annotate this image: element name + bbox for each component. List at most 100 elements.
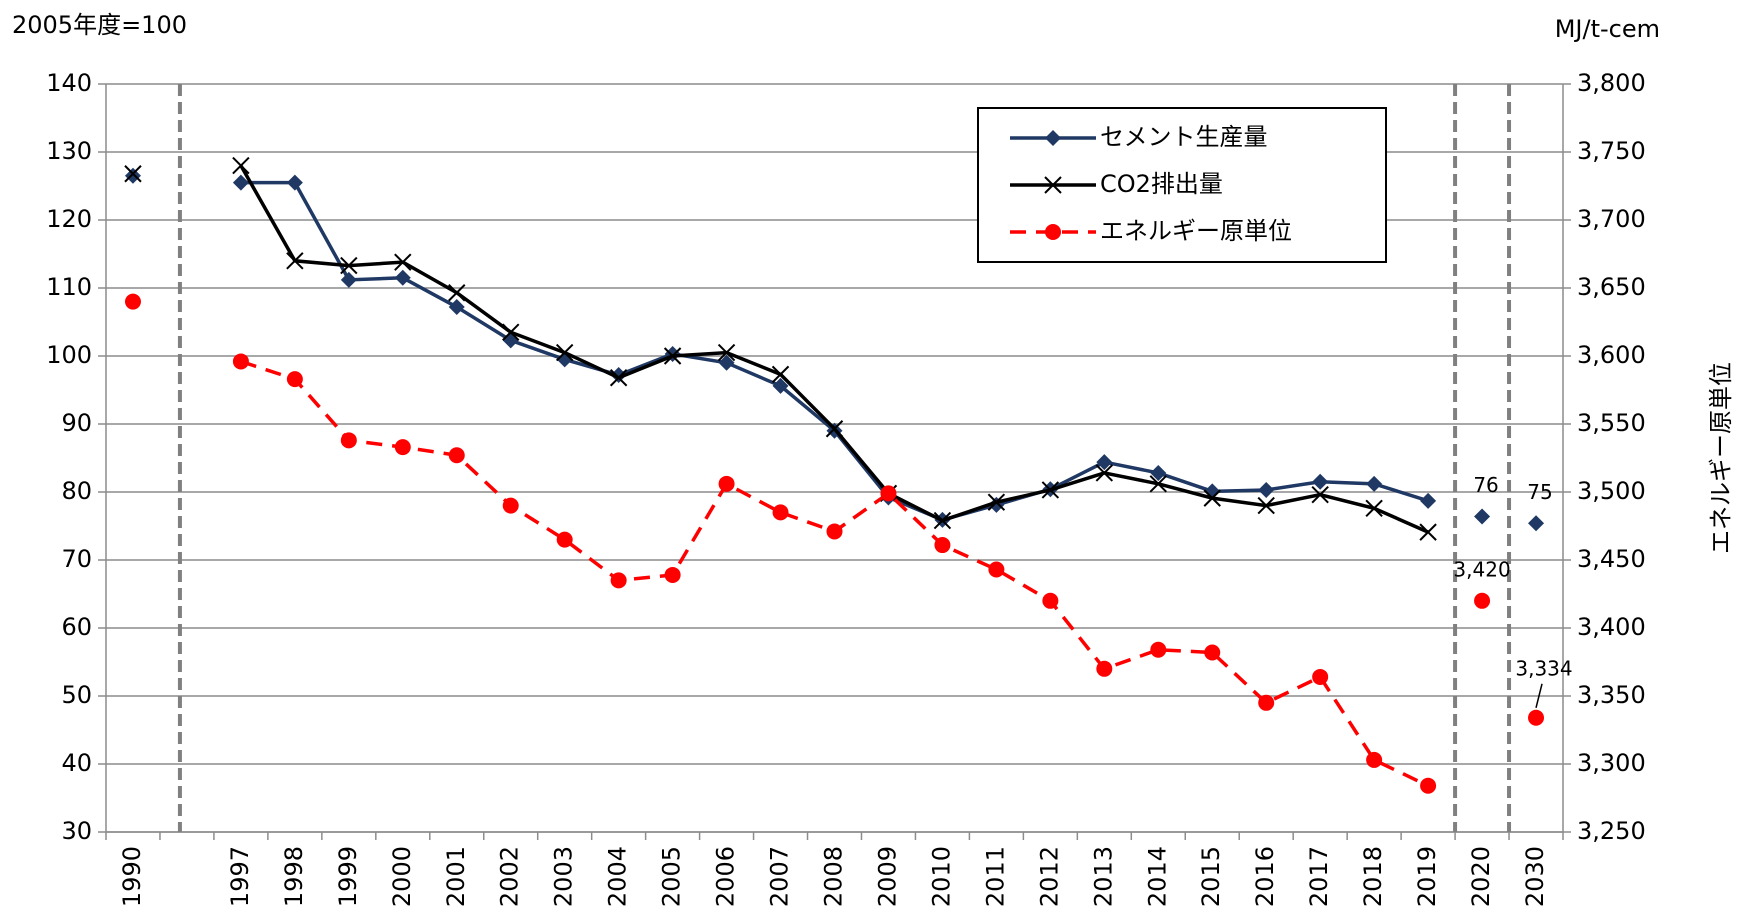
data-point (124, 293, 141, 310)
data-point (1365, 499, 1383, 518)
data-point (448, 299, 465, 316)
y-tick-label: 90 (61, 409, 92, 437)
data-point (1311, 486, 1329, 504)
data-point (825, 420, 844, 438)
x-tick-label: 2006 (712, 846, 740, 907)
x-tick-label: 1998 (280, 846, 308, 907)
y-unit-note: 2005年度=100 (12, 11, 187, 39)
data-point (988, 561, 1005, 578)
y2-tick-label: 3,800 (1577, 69, 1646, 97)
data-point (286, 371, 303, 388)
data-point (1528, 709, 1545, 726)
x-tick-label: 2010 (927, 846, 955, 907)
data-point (663, 347, 682, 365)
x-tick-label: 2008 (820, 846, 848, 907)
x-tick-label: 2015 (1197, 846, 1225, 907)
data-point (880, 485, 897, 502)
legend-label: CO2排出量 (1100, 170, 1223, 198)
y-tick-label: 140 (46, 69, 92, 97)
x-tick-label: 2000 (388, 846, 416, 907)
legend-marker (1045, 224, 1061, 240)
x-tick-label: 2011 (981, 846, 1009, 907)
data-point (448, 447, 465, 464)
y-tick-label: 110 (46, 273, 92, 301)
y2-axis-title: エネルギー原単位 (1707, 362, 1735, 554)
data-point (934, 537, 951, 554)
data-point (987, 493, 1006, 511)
data-point (286, 174, 303, 191)
x-tick-label: 2014 (1143, 846, 1171, 907)
data-point (1042, 592, 1059, 609)
y2-tick-label: 3,600 (1577, 341, 1646, 369)
y-tick-label: 80 (61, 477, 92, 505)
legend-box (977, 107, 1387, 263)
legend-marker (1044, 176, 1062, 194)
data-point (556, 531, 573, 548)
data-point (1420, 492, 1437, 509)
data-label: 75 (1527, 480, 1552, 504)
data-point (609, 369, 628, 387)
y-tick-label: 130 (46, 137, 92, 165)
data-point (772, 504, 789, 521)
x-tick-label: 2001 (442, 846, 470, 907)
data-point (1258, 481, 1275, 498)
data-point (1419, 523, 1437, 541)
data-point (1528, 515, 1545, 532)
data-point (1041, 481, 1060, 499)
data-point (1312, 473, 1329, 490)
y2-tick-label: 3,750 (1577, 137, 1646, 165)
x-tick-label: 2009 (873, 846, 901, 907)
y-tick-label: 30 (61, 817, 92, 845)
data-point (124, 167, 141, 184)
data-point (124, 165, 142, 183)
x-tick-label: 2002 (496, 846, 524, 907)
y2-tick-label: 3,250 (1577, 817, 1646, 845)
x-tick-label: 2007 (766, 846, 794, 907)
x-tick-label: 1990 (118, 846, 146, 907)
data-point (718, 475, 735, 492)
x-tick-label: 2030 (1521, 846, 1549, 907)
y2-unit-note: MJ/t-cem (1555, 15, 1660, 43)
data-label: 76 (1473, 473, 1498, 497)
data-point (772, 377, 789, 394)
x-tick-label: 2020 (1467, 846, 1495, 907)
x-tick-label: 2003 (550, 846, 578, 907)
data-point (933, 511, 952, 530)
y-tick-label: 60 (61, 613, 92, 641)
data-point (232, 174, 249, 191)
data-point (610, 367, 627, 384)
x-tick-label: 2018 (1359, 846, 1387, 907)
x-tick-label: 2004 (604, 846, 632, 907)
y-tick-label: 70 (61, 545, 92, 573)
data-point (340, 432, 357, 449)
data-point (232, 156, 250, 175)
y-tick-label: 40 (61, 749, 92, 777)
data-point (1312, 668, 1329, 685)
x-tick-label: 2013 (1089, 846, 1117, 907)
data-point (664, 566, 681, 583)
data-point (1096, 454, 1113, 471)
data-point (1474, 508, 1491, 525)
y2-tick-label: 3,450 (1577, 545, 1646, 573)
data-point (1474, 592, 1491, 609)
x-tick-label: 2019 (1413, 846, 1441, 907)
data-point (232, 353, 249, 370)
data-point (717, 343, 736, 362)
y2-tick-label: 3,550 (1577, 409, 1646, 437)
data-point (1149, 475, 1167, 493)
data-point (771, 365, 790, 384)
data-point (394, 253, 412, 271)
data-point (1095, 464, 1114, 482)
data-point (448, 284, 466, 302)
legend-marker (1045, 130, 1061, 146)
data-point (502, 323, 520, 341)
x-tick-label: 2012 (1035, 846, 1063, 907)
legend-label: セメント生産量 (1100, 123, 1268, 151)
data-point (394, 439, 411, 456)
data-point (1366, 475, 1383, 492)
data-point (826, 523, 843, 540)
data-point (340, 271, 357, 288)
